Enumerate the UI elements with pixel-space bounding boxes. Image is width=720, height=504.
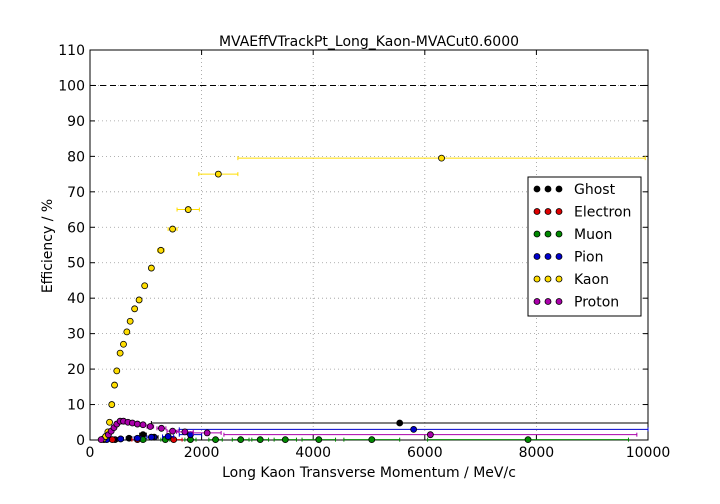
- legend-item-proton: Proton: [533, 295, 619, 311]
- legend-marker: [544, 208, 552, 215]
- data-point: [116, 349, 124, 357]
- data-point: [113, 367, 121, 375]
- data-point: [123, 328, 131, 336]
- data-point: [125, 434, 133, 442]
- legend-box: [527, 176, 642, 317]
- data-point: [120, 340, 127, 348]
- legend-marker: [555, 230, 563, 238]
- legend-marker: [555, 253, 563, 260]
- y-tick-label: 40: [67, 291, 85, 307]
- data-point: [237, 436, 245, 444]
- legend-label: Kaon: [574, 272, 609, 288]
- legend-marker: [533, 275, 541, 283]
- data-point: [368, 436, 376, 444]
- data-point: [164, 433, 172, 440]
- data-point: [203, 429, 211, 437]
- x-tick-label: 6000: [407, 445, 443, 461]
- data-point: [146, 423, 154, 430]
- data-point: [134, 434, 141, 442]
- legend-marker: [555, 208, 563, 215]
- chart-title: MVAEffVTrackPt_Long_Kaon-MVACut0.6000: [219, 34, 519, 50]
- y-tick-label: 100: [58, 78, 85, 94]
- data-point: [131, 305, 139, 313]
- y-tick-label: 0: [76, 433, 85, 449]
- data-point: [256, 436, 264, 444]
- legend-marker: [533, 253, 541, 260]
- legend-marker: [555, 275, 563, 283]
- data-point: [281, 436, 289, 444]
- data-point: [524, 436, 532, 444]
- series-pion: [103, 425, 649, 444]
- data-point: [106, 418, 113, 426]
- data-point: [134, 420, 141, 428]
- legend-marker: [544, 230, 552, 238]
- data-point: [169, 427, 176, 435]
- legend-marker: [533, 208, 541, 215]
- x-tick-label: 4000: [295, 445, 331, 461]
- legend-label: Pion: [574, 250, 603, 266]
- data-point: [426, 431, 434, 439]
- x-tick-label: 10000: [626, 445, 671, 461]
- x-tick-label: 0: [86, 445, 95, 461]
- data-point: [135, 296, 143, 304]
- y-tick-label: 30: [67, 327, 85, 343]
- legend-label: Proton: [574, 295, 619, 311]
- data-point: [139, 421, 147, 429]
- data-point: [187, 431, 194, 439]
- series-muon: [139, 436, 629, 444]
- legend-label: Muon: [574, 227, 612, 243]
- legend-label: Electron: [574, 205, 631, 221]
- data-point: [111, 381, 118, 389]
- y-tick-label: 20: [67, 362, 85, 378]
- data-point: [158, 424, 165, 432]
- y-tick-label: 70: [67, 185, 85, 201]
- legend-label: Ghost: [574, 182, 616, 198]
- legend-marker: [544, 253, 552, 260]
- legend-item-muon: Muon: [533, 227, 612, 243]
- x-tick-label: 2000: [184, 445, 220, 461]
- legend-marker: [533, 230, 541, 238]
- legend-marker: [555, 185, 563, 193]
- data-point: [214, 170, 222, 178]
- y-tick-label: 60: [67, 220, 85, 236]
- data-point: [147, 433, 155, 441]
- legend-item-ghost: Ghost: [533, 182, 616, 198]
- legend-marker: [533, 185, 541, 193]
- data-point: [157, 246, 165, 254]
- legend-marker: [544, 185, 552, 193]
- y-axis-label: Efficiency / %: [40, 199, 56, 293]
- data-point: [396, 419, 404, 427]
- data-point: [410, 425, 418, 433]
- data-point: [141, 282, 149, 290]
- x-axis-label: Long Kaon Transverse Momentum / MeV/c: [222, 465, 516, 481]
- y-tick-label: 50: [67, 256, 85, 272]
- data-point: [117, 435, 125, 443]
- data-point: [147, 264, 155, 272]
- data-point: [181, 428, 189, 436]
- legend-marker: [544, 275, 552, 283]
- data-point: [315, 436, 323, 444]
- data-point: [212, 436, 219, 444]
- legend-item-electron: Electron: [533, 205, 631, 221]
- legend-item-pion: Pion: [533, 250, 603, 266]
- data-point: [184, 206, 192, 213]
- data-point: [97, 436, 105, 444]
- legend-marker: [533, 298, 541, 305]
- y-tick-label: 10: [67, 398, 85, 414]
- data-point: [438, 154, 445, 162]
- series-proton: [97, 417, 638, 444]
- legend-marker: [555, 298, 563, 305]
- data-point: [169, 225, 176, 233]
- y-tick-label: 90: [67, 114, 85, 130]
- legend-item-kaon: Kaon: [533, 272, 609, 288]
- x-tick-label: 8000: [519, 445, 555, 461]
- y-tick-label: 80: [67, 149, 85, 165]
- legend: Ghost Electron Muon Pion Kaon Proton: [527, 176, 642, 317]
- data-point: [126, 317, 134, 325]
- data-point: [108, 401, 116, 408]
- y-tick-label: 110: [58, 43, 85, 59]
- legend-marker: [544, 298, 552, 305]
